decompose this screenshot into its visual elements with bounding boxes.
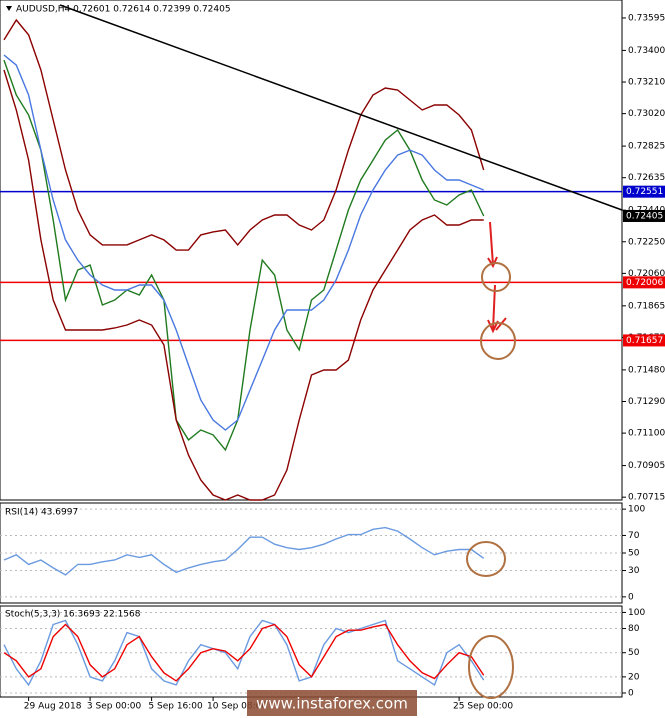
series-line <box>3 18 485 251</box>
highlight-circles <box>466 262 516 699</box>
y-tick-label: 50 <box>628 549 640 559</box>
main-panel <box>0 0 623 501</box>
y-tick-label: 0.72825 <box>628 142 665 152</box>
x-tick-label: 10 Sep 08:00 <box>207 702 267 712</box>
price-label-bg <box>623 185 665 198</box>
x-tick-label: 29 Aug 2018 <box>24 702 82 712</box>
y-tick-label: 0.71865 <box>628 301 665 311</box>
price-label: 0.72006 <box>626 278 663 288</box>
y-tick-label: 0.71290 <box>628 397 665 407</box>
y-tick-label: 20 <box>628 672 640 682</box>
y-tick-label: 0.70715 <box>628 493 665 503</box>
x-tick-label: 25 Sep 00:00 <box>453 702 513 712</box>
y-tick-label: 100 <box>628 505 645 515</box>
last-price-bg <box>623 209 665 222</box>
y-tick-label: 0.73210 <box>628 78 665 88</box>
symbol-marker <box>6 6 12 11</box>
price-label-bg <box>623 334 665 347</box>
y-tick-label: 100 <box>628 608 645 618</box>
trend-line <box>59 4 623 211</box>
x-tick-label: 5 Sep 16:00 <box>148 702 203 712</box>
series-line <box>3 526 485 576</box>
series-line <box>3 54 484 431</box>
price-label-bg <box>623 276 665 289</box>
main-title: AUDUSD,H4 0.72601 0.72614 0.72399 0.7240… <box>16 5 231 15</box>
series-line <box>3 623 485 682</box>
y-tick-label: 0.73595 <box>628 13 665 23</box>
y-tick-label: 0.73400 <box>628 46 665 56</box>
y-tick-label: 0.72060 <box>628 269 665 279</box>
y-tick-label: 0 <box>628 592 634 602</box>
stoch-title: Stoch(5,3,3) 16.3693 22.1568 <box>5 610 141 620</box>
watermark-bg <box>247 690 417 716</box>
series-line <box>3 619 485 687</box>
y-tick-label: 0 <box>628 688 634 698</box>
y-tick-label: 0.71100 <box>628 429 665 439</box>
y-tick-label: 70 <box>628 531 640 541</box>
rsi-title: RSI(14) 43.6997 <box>5 508 78 518</box>
y-tick-label: 0.73020 <box>628 109 665 119</box>
price-label: 0.72551 <box>626 187 663 197</box>
stoch-panel <box>0 605 623 698</box>
y-tick-label: 30 <box>628 566 640 576</box>
x-tick-label: 3 Sep 00:00 <box>87 702 142 712</box>
series-line <box>3 69 484 501</box>
y-tick-label: 0.70905 <box>628 461 665 471</box>
y-tick-label: 0.72250 <box>628 237 665 247</box>
watermark: www.instaforex.com <box>256 695 408 713</box>
y-tick-label: 0.71480 <box>628 365 665 375</box>
last-price-label: 0.72405 <box>626 211 663 221</box>
y-tick-label: 80 <box>628 624 640 634</box>
y-tick-label: 50 <box>628 648 640 658</box>
y-tick-label: 0.72635 <box>628 173 665 183</box>
price-label: 0.71657 <box>626 336 663 346</box>
